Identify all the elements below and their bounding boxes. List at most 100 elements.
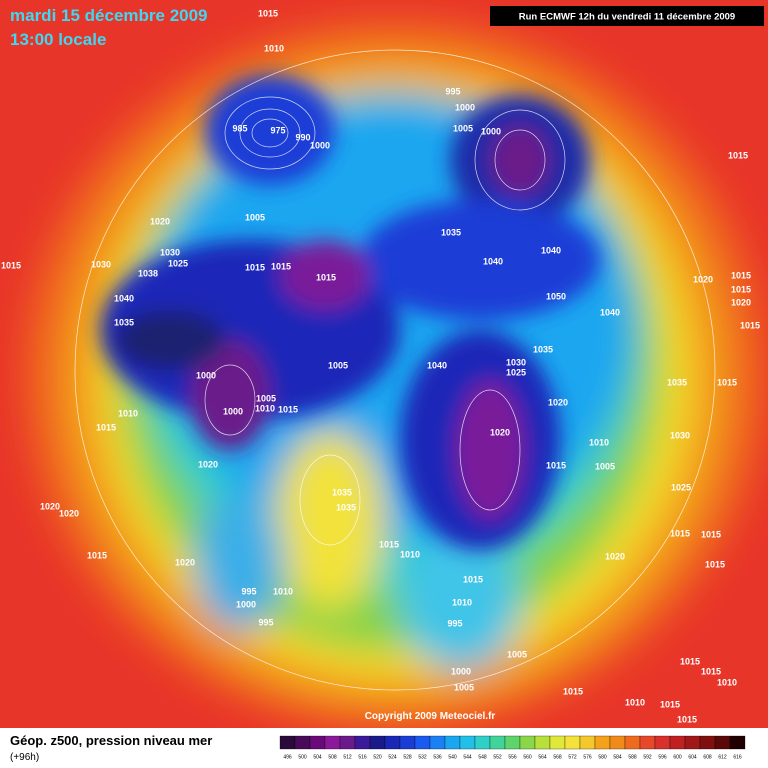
colorbar-swatch	[504, 735, 521, 750]
pressure-label: 1015	[740, 320, 760, 330]
colorbar-label: 532	[418, 754, 427, 760]
colorbar-swatch	[579, 735, 596, 750]
pressure-label: 1025	[168, 258, 188, 268]
pressure-label: 1038	[138, 268, 158, 278]
pressure-label: 1040	[114, 293, 134, 303]
pressure-label: 1005	[453, 123, 473, 133]
pressure-label: 1015	[87, 550, 107, 560]
colorbar-label: 600	[673, 754, 682, 760]
pressure-label: 1020	[605, 551, 625, 561]
pressure-label: 1015	[546, 460, 566, 470]
run-box	[490, 6, 764, 26]
colorbar-swatch	[729, 735, 746, 750]
pressure-label: 1015	[258, 8, 278, 18]
colorbar-swatch	[519, 735, 536, 750]
colorbar-label: 616	[733, 754, 742, 760]
colorbar-label: 612	[718, 754, 727, 760]
field-name: Géop. z500, pression niveau mer	[10, 733, 212, 748]
pressure-label: 1050	[546, 291, 566, 301]
pressure-label: 1000	[455, 102, 475, 112]
pressure-label: 1005	[454, 682, 474, 692]
colorbar-swatch	[534, 735, 551, 750]
colorbar-label: 512	[343, 754, 352, 760]
pressure-label: 1015	[245, 262, 265, 272]
pressure-label: 1015	[1, 260, 21, 270]
time-title: 13:00 locale	[10, 30, 106, 49]
pressure-label: 1040	[600, 307, 620, 317]
pressure-label: 995	[258, 617, 273, 627]
colorbar-label: 496	[283, 754, 292, 760]
pressure-label: 1005	[507, 649, 527, 659]
pressure-label: 1015	[701, 666, 721, 676]
pressure-label: 1020	[490, 427, 510, 437]
copyright: Copyright 2009 Meteociel.fr	[365, 711, 496, 722]
colorbar-label: 564	[538, 754, 547, 760]
pressure-label: 1030	[91, 259, 111, 269]
pressure-label: 1015	[705, 559, 725, 569]
pressure-label: 1025	[671, 482, 691, 492]
pressure-label: 1000	[451, 666, 471, 676]
pressure-label: 1005	[328, 360, 348, 370]
lead-time: (+96h)	[10, 752, 39, 763]
pressure-label: 1015	[316, 272, 336, 282]
pressure-label: 975	[270, 125, 285, 135]
colorbar-label: 544	[463, 754, 472, 760]
pressure-label: 1035	[667, 377, 687, 387]
colorbar-label: 588	[628, 754, 637, 760]
colorbar-label: 528	[403, 754, 412, 760]
date-title: mardi 15 décembre 2009	[10, 6, 208, 25]
pressure-label: 1015	[731, 270, 751, 280]
pressure-label: 1010	[273, 586, 293, 596]
colorbar-swatch	[639, 735, 656, 750]
colorbar-swatch	[609, 735, 626, 750]
colorbar-swatch	[444, 735, 461, 750]
pressure-label: 1035	[332, 487, 352, 497]
pressure-label: 1020	[198, 459, 218, 469]
colorbar-label: 592	[643, 754, 652, 760]
pressure-label: 1020	[693, 274, 713, 284]
colorbar-swatch	[474, 735, 491, 750]
pressure-label: 1015	[731, 284, 751, 294]
colorbar-label: 508	[328, 754, 337, 760]
colorbar-label: 504	[313, 754, 322, 760]
colorbar-label: 572	[568, 754, 577, 760]
colorbar-swatch	[309, 735, 326, 750]
colorbar-swatch	[459, 735, 476, 750]
colorbar-label: 560	[523, 754, 532, 760]
colorbar-swatch	[279, 735, 296, 750]
pressure-label: 1010	[717, 677, 737, 687]
pressure-label: 1020	[150, 216, 170, 226]
colorbar-label: 608	[703, 754, 712, 760]
map-field	[0, 0, 768, 730]
pressure-label: 1015	[463, 574, 483, 584]
colorbar-swatch	[429, 735, 446, 750]
colorbar-label: 568	[553, 754, 562, 760]
pressure-label: 1010	[118, 408, 138, 418]
colorbar-swatch	[654, 735, 671, 750]
pressure-label: 1010	[400, 549, 420, 559]
colorbar-label: 552	[493, 754, 502, 760]
pressure-label: 1010	[452, 597, 472, 607]
pressure-label: 1035	[441, 227, 461, 237]
pressure-label: 1020	[59, 508, 79, 518]
pressure-label: 1040	[541, 245, 561, 255]
pressure-label: 1010	[255, 403, 275, 413]
colorbar-swatch	[294, 735, 311, 750]
pressure-label: 1030	[670, 430, 690, 440]
colorbar-swatch	[549, 735, 566, 750]
pressure-label: 1035	[533, 344, 553, 354]
colorbar-label: 540	[448, 754, 457, 760]
run-info: Run ECMWF 12h du vendredi 11 décembre 20…	[519, 12, 735, 23]
pressure-label: 1005	[256, 393, 276, 403]
colorbar-label: 548	[478, 754, 487, 760]
colorbar-label: 596	[658, 754, 667, 760]
pressure-label: 1035	[114, 317, 134, 327]
pressure-label: 1015	[563, 686, 583, 696]
pressure-label: 1040	[483, 256, 503, 266]
pressure-label: 1005	[595, 461, 615, 471]
pressure-label: 1000	[236, 599, 256, 609]
pressure-label: 1025	[506, 367, 526, 377]
pressure-label: 995	[445, 86, 460, 96]
pressure-label: 1040	[427, 360, 447, 370]
